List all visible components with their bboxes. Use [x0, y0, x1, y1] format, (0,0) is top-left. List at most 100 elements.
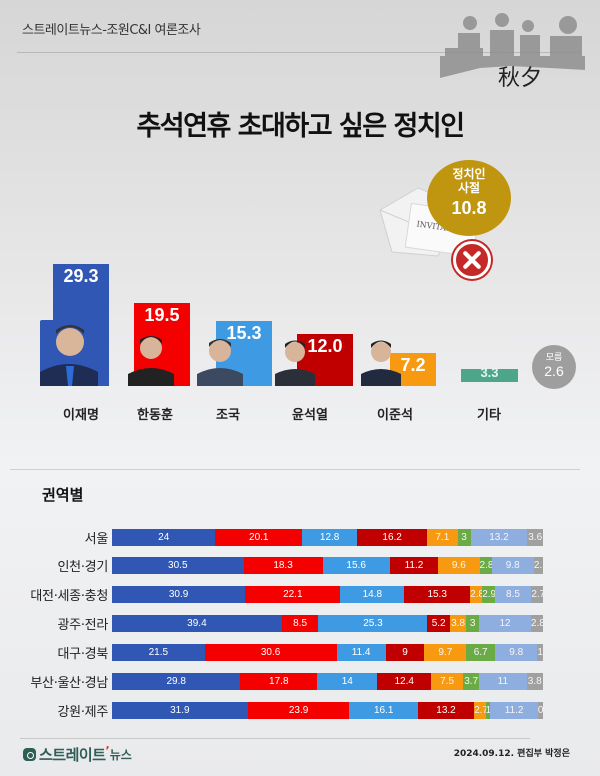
- logo-icon: [23, 748, 36, 761]
- portrait-cho-k-icon: [197, 339, 243, 386]
- bar-segment: 0: [537, 702, 543, 719]
- bar-segment: 3.6: [527, 529, 543, 546]
- bar-segment: 21.5: [112, 644, 205, 661]
- page-title: 추석연휴 초대하고 싶은 정치인: [136, 111, 465, 142]
- bar-segment: 3: [466, 615, 480, 632]
- bar-segment: 9.8: [495, 644, 538, 661]
- bar-segment: 2.8: [530, 615, 543, 632]
- bar-segment: 9.8: [491, 557, 534, 574]
- bar-segment: 9: [385, 644, 425, 661]
- region-label: 인천·경기: [57, 560, 109, 575]
- bar-segment: 1.1: [485, 702, 491, 719]
- bar-segment: 13.2: [417, 702, 475, 719]
- bar-segment: 20.1: [215, 529, 303, 546]
- bar-segment: 2.7: [531, 586, 543, 603]
- bar-segment: 14.8: [340, 586, 405, 603]
- top-divider: [17, 52, 580, 53]
- bar-segment: 5.2: [427, 615, 450, 632]
- unknown-value: 2.6: [544, 363, 564, 379]
- bar-segment: 7.1: [427, 529, 458, 546]
- bar-segment: 3: [457, 529, 471, 546]
- bar-segment: 6.7: [466, 644, 496, 661]
- region-row: 대전·세종·충청 30.9 22.1 14.8 15.3 2.8 2.9 8.5 2.7: [0, 586, 600, 604]
- bar-segment: 8.5: [281, 615, 319, 632]
- silhouette-illustration-icon: [440, 13, 585, 78]
- bar-segment: 30.5: [112, 557, 244, 574]
- bar-segment: 14: [317, 673, 378, 690]
- bar-segment: 2.8: [479, 557, 492, 574]
- logo-accent-icon: ʼ: [105, 744, 110, 757]
- stacked-bar: 21.530.611.499.76.79.81.3: [112, 644, 543, 661]
- refuse-label-2: 사절: [457, 181, 481, 195]
- region-label: 대구·경북: [57, 647, 109, 662]
- portrait-lee-jm-icon: [40, 320, 98, 386]
- bar-segment: 9.7: [424, 644, 467, 661]
- refuse-badge: 정치인 사절 10.8: [427, 160, 511, 236]
- bar-segment: 9.6: [438, 557, 480, 574]
- unknown-badge: 모름 2.6: [532, 345, 576, 389]
- bar-segment: 3.8: [526, 673, 543, 690]
- footer-divider: [20, 738, 530, 739]
- bar-segment: 23.9: [247, 702, 350, 719]
- stacked-bar: 30.518.315.611.29.62.89.82.1: [112, 557, 543, 574]
- bar-segment: 2.9: [482, 586, 495, 603]
- bar-value: 3.3: [480, 365, 499, 380]
- bar-segment: 11.4: [336, 644, 386, 661]
- stacked-bar: 31.923.916.113.22.71.111.20: [112, 702, 543, 719]
- bar-segment: 16.2: [357, 529, 428, 546]
- bar-etc: 3.3: [461, 365, 518, 382]
- bar-segment: 12.8: [302, 529, 358, 546]
- stacked-bar: 29.8 17.8 14 12.4 7.5 3.7 11 3.8: [112, 673, 543, 690]
- bar-segment: 16.1: [349, 702, 418, 719]
- candidate-name: 조국: [216, 408, 240, 423]
- bar-segment: 25.3: [318, 615, 428, 632]
- bar-segment: 18.3: [243, 557, 323, 574]
- region-label: 대전·세종·충청: [30, 589, 108, 604]
- stacked-bar: 24 20.1 12.8 16.2 7.1 3 13.2 3.6: [112, 529, 543, 546]
- region-row: 광주·전라 39.4 8.5 25.3 5.2 3.8 3 12 2.8: [0, 615, 600, 633]
- portrait-lee-js-icon: [361, 340, 401, 386]
- logo-text: 스트레이트: [39, 746, 106, 764]
- bar-segment: 30.6: [204, 644, 337, 661]
- region-label: 부산·울산·경남: [30, 676, 108, 691]
- candidate-name: 한동훈: [137, 408, 173, 423]
- bar-segment: 11.2: [490, 702, 538, 719]
- bar-segment: 2.8: [470, 586, 483, 603]
- bar-lee-js: 7.2: [390, 353, 436, 386]
- bar-segment: 31.9: [112, 702, 248, 719]
- bar-segment: 1.3: [537, 644, 543, 661]
- bar-segment: 7.5: [430, 673, 464, 690]
- section-divider: [10, 469, 580, 470]
- candidate-name: 이준석: [377, 408, 413, 423]
- candidate-name: 윤석열: [292, 408, 328, 423]
- bar-segment: 15.6: [322, 557, 390, 574]
- portrait-han-dh-icon: [128, 336, 174, 386]
- bar-segment: 24: [112, 529, 216, 546]
- cancel-x-icon: [453, 241, 491, 279]
- chuseok-hanja: 秋夕: [498, 66, 543, 91]
- region-label: 서울: [84, 532, 109, 547]
- refuse-label: 정치인: [452, 167, 486, 181]
- region-label: 강원·제주: [57, 705, 109, 720]
- bar-value: 29.3: [63, 266, 99, 286]
- region-row: 서울 24 20.1 12.8 16.2 7.1 3 13.2 3.6: [0, 529, 600, 547]
- region-row: 부산·울산·경남 29.8 17.8 14 12.4 7.5 3.7 11 3.8: [0, 673, 600, 691]
- stacked-bar: 30.9 22.1 14.8 15.3 2.8 2.9 8.5 2.7: [112, 586, 543, 603]
- bar-segment: 11.2: [389, 557, 439, 574]
- source-label: 스트레이트뉴스-조원C&I 여론조사: [22, 23, 201, 38]
- logo-sub: 뉴스: [109, 748, 132, 762]
- bar-segment: 22.1: [245, 586, 341, 603]
- bar-value: 7.2: [400, 355, 426, 375]
- bar-segment: 11: [479, 673, 527, 690]
- bar-segment: 17.8: [240, 673, 318, 690]
- region-label: 광주·전라: [57, 618, 109, 633]
- refuse-value: 10.8: [451, 198, 487, 218]
- candidate-name: 이재명: [63, 408, 99, 423]
- bar-segment: 13.2: [470, 529, 528, 546]
- bar-segment: 39.4: [112, 615, 282, 632]
- bar-segment: 3.7: [463, 673, 480, 690]
- bar-segment: 3.8: [449, 615, 467, 632]
